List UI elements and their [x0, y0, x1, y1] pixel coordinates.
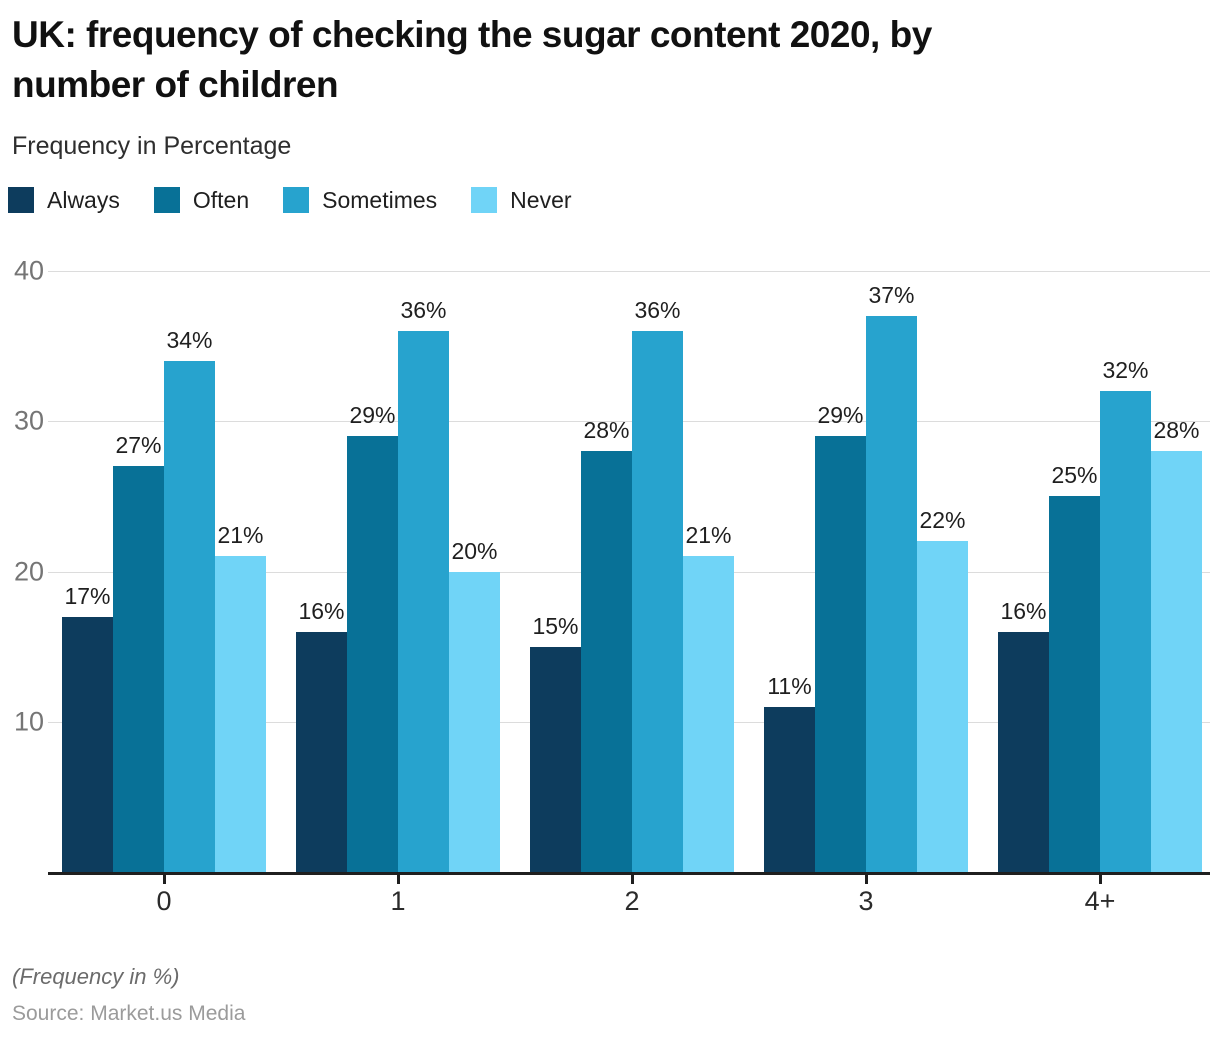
legend-swatch-icon — [471, 187, 498, 213]
page-title-line-2: number of children — [12, 64, 339, 105]
legend: Always Often Sometimes Never — [8, 186, 572, 214]
bar-value-label: 21% — [685, 522, 732, 549]
bar-group-4+: 16% 25% 32% 28% — [998, 271, 1202, 872]
bar-value-label: 28% — [583, 417, 630, 444]
legend-swatch-icon — [8, 187, 34, 213]
chart-subtitle: Frequency in Percentage — [12, 132, 292, 160]
legend-swatch-icon — [153, 187, 180, 213]
bar-value-label: 22% — [919, 507, 966, 534]
bar-always-3 — [764, 706, 815, 872]
x-tick — [630, 875, 634, 884]
bar-often-3 — [815, 436, 866, 872]
bar-always-0 — [62, 616, 113, 872]
page-title: UK: frequency of checking the sugar cont… — [12, 10, 932, 110]
legend-item-often: Often — [153, 186, 250, 214]
bar-value-label: 16% — [1000, 597, 1047, 624]
bar-value-label: 27% — [115, 432, 162, 459]
bar-value-label: 36% — [634, 297, 681, 324]
bar-value-label: 17% — [64, 582, 111, 609]
bar-group-1: 16% 29% 36% 20% — [296, 271, 500, 872]
source-text: Source: Market.us Media — [12, 1002, 246, 1025]
bar-often-1 — [347, 436, 398, 872]
bar-value-label: 21% — [217, 522, 264, 549]
bar-often-2 — [581, 451, 632, 872]
legend-label: Often — [192, 186, 250, 213]
legend-item-always: Always — [8, 187, 120, 214]
bar-sometimes-0 — [164, 361, 215, 872]
gridline — [48, 421, 1210, 423]
legend-swatch-icon — [283, 187, 310, 213]
bar-group-0: 17% 27% 34% 21% — [62, 271, 266, 872]
bar-value-label: 15% — [532, 612, 579, 639]
plot-area: 17% 27% 34% 21% 16% 29% 36% 20% 15% 28% 36% 21% 11% 2… — [48, 271, 1210, 875]
bar-sometimes-3 — [866, 316, 917, 872]
page-title-line-1: UK: frequency of checking the sugar cont… — [12, 14, 932, 55]
bar-often-4+ — [1049, 496, 1100, 872]
x-tick — [162, 875, 166, 884]
x-axis-line — [48, 872, 1210, 875]
bar-always-1 — [296, 631, 347, 872]
x-tick-label-1: 1 — [390, 886, 406, 916]
bar-always-4+ — [998, 631, 1049, 872]
legend-label: Never — [510, 186, 572, 213]
bar-value-label: 20% — [451, 537, 498, 564]
bar-group-3: 11% 29% 37% 22% — [764, 271, 968, 872]
footnote: (Frequency in %) — [12, 964, 180, 989]
bar-sometimes-2 — [632, 331, 683, 872]
y-tick-label: 30 — [13, 405, 44, 436]
y-tick-label: 40 — [13, 255, 44, 286]
y-tick-label: 10 — [13, 706, 44, 737]
bar-value-label: 28% — [1153, 417, 1200, 444]
bar-value-label: 37% — [868, 282, 915, 309]
bar-value-label: 25% — [1051, 462, 1098, 489]
bar-often-0 — [113, 466, 164, 872]
bar-value-label: 29% — [349, 402, 396, 429]
gridline — [48, 271, 1210, 272]
x-tick — [396, 875, 400, 884]
bar-never-1 — [449, 571, 500, 872]
y-tick-label: 20 — [13, 556, 44, 586]
legend-item-sometimes: Sometimes — [283, 187, 437, 214]
bar-value-label: 29% — [817, 402, 864, 429]
bar-group-2: 15% 28% 36% 21% — [530, 271, 734, 872]
bar-never-2 — [683, 556, 734, 872]
bar-value-label: 32% — [1102, 357, 1149, 384]
x-tick — [864, 875, 868, 884]
x-tick-label-0: 0 — [156, 886, 172, 916]
bar-value-label: 16% — [298, 597, 345, 624]
bar-never-3 — [917, 541, 968, 872]
legend-item-never: Never — [471, 186, 572, 214]
bar-never-0 — [215, 556, 266, 872]
x-tick — [1098, 875, 1102, 884]
x-tick-label-3: 3 — [858, 886, 874, 916]
bar-never-4+ — [1151, 451, 1202, 872]
bar-sometimes-4+ — [1100, 391, 1151, 872]
x-tick-label-2: 2 — [624, 886, 640, 916]
bar-value-label: 34% — [166, 327, 213, 354]
bar-value-label: 36% — [400, 297, 447, 324]
bar-always-2 — [530, 646, 581, 872]
legend-label: Always — [47, 186, 120, 213]
legend-label: Sometimes — [322, 186, 438, 213]
bar-value-label: 11% — [767, 672, 812, 699]
y-axis-labels: 10 20 30 40 — [0, 256, 44, 872]
x-tick-label-4+: 4+ — [1084, 886, 1116, 916]
bar-sometimes-1 — [398, 331, 449, 872]
